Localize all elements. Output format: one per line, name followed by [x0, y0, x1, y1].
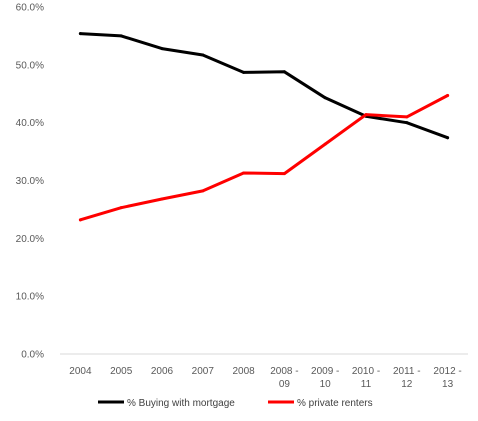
- y-tick-label: 20.0%: [16, 234, 44, 245]
- y-tick-label: 10.0%: [16, 292, 44, 303]
- data-point: [405, 121, 409, 125]
- data-point: [201, 189, 205, 193]
- y-tick-label: 30.0%: [16, 176, 44, 187]
- data-point: [323, 96, 327, 100]
- x-tick-label: 2006: [151, 366, 174, 377]
- legend: % Buying with mortgage % private renters: [98, 398, 373, 409]
- legend-label-private-renters: % private renters: [297, 398, 373, 409]
- series-lines: [78, 32, 450, 222]
- x-tick-label: 2007: [192, 366, 215, 377]
- data-point: [323, 142, 327, 146]
- data-point: [160, 47, 164, 51]
- legend-item-mortgage: % Buying with mortgage: [98, 398, 235, 409]
- series-line-mortgage: [78, 32, 450, 140]
- data-point: [78, 218, 82, 222]
- data-point: [405, 115, 409, 119]
- x-tick-label: 2008 -09: [270, 366, 298, 390]
- plot-area: 0.0%10.0%20.0%30.0%40.0%50.0%60.0% 2004 2…: [16, 3, 468, 390]
- x-tick-label: 2012 -13: [433, 366, 461, 390]
- data-point: [446, 93, 450, 97]
- y-tick-label: 60.0%: [16, 3, 44, 14]
- y-tick-label: 0.0%: [21, 350, 44, 361]
- y-tick-label: 50.0%: [16, 60, 44, 71]
- x-tick-label: 2008: [232, 366, 255, 377]
- data-point: [446, 136, 450, 140]
- y-tick-label: 40.0%: [16, 118, 44, 129]
- data-point: [364, 113, 368, 117]
- x-axis-tick-labels: 2004 2005 2006 2007 2008 2008 -09 2009 -10 2010…: [69, 366, 462, 390]
- x-tick-label: 2009 -10: [311, 366, 339, 390]
- x-tick-label: 2010 -11: [352, 366, 380, 390]
- legend-item-private-renters: % private renters: [268, 398, 373, 409]
- data-point: [242, 70, 246, 74]
- data-point: [282, 172, 286, 176]
- data-point: [160, 197, 164, 201]
- data-point: [282, 70, 286, 74]
- y-axis-tick-labels: 0.0% 10.0% 20.0% 30.0% 40.0% 50.0% 60.0%: [16, 3, 44, 361]
- data-point: [119, 34, 123, 38]
- legend-label-mortgage: % Buying with mortgage: [127, 398, 235, 409]
- x-tick-label: 2011 -12: [393, 366, 421, 390]
- data-point: [119, 206, 123, 210]
- series-line-private-renters: [78, 94, 450, 222]
- data-point: [78, 32, 82, 36]
- x-tick-label: 2004: [69, 366, 92, 377]
- data-point: [242, 171, 246, 175]
- data-point: [201, 53, 205, 57]
- x-tick-label: 2005: [110, 366, 133, 377]
